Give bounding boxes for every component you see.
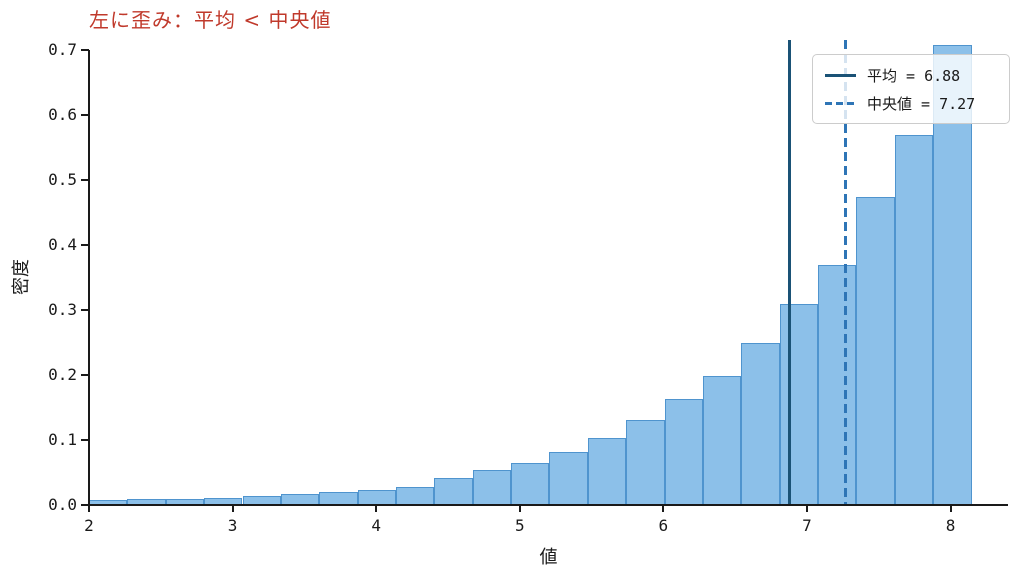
y-tick-label: 0.1 <box>48 429 77 449</box>
histogram-bar <box>280 493 320 505</box>
histogram-bar <box>204 497 243 505</box>
histogram-bar <box>127 499 166 505</box>
y-tick-label: 0.7 <box>48 39 77 59</box>
histogram-bar <box>319 492 358 505</box>
histogram-bar <box>511 463 550 505</box>
histogram-bar <box>165 498 205 505</box>
y-tick-label: 0.3 <box>48 299 77 319</box>
median-line <box>844 40 848 505</box>
x-tick <box>375 505 378 512</box>
median-line-swatch-icon <box>825 101 856 105</box>
histogram-bar <box>702 376 742 505</box>
histogram-bar <box>779 304 818 505</box>
histogram-bar <box>549 451 588 505</box>
x-tick-label: 2 <box>84 516 94 535</box>
x-tick <box>88 505 90 512</box>
x-tick <box>949 505 952 512</box>
histogram-bar <box>894 134 934 505</box>
x-tick <box>518 505 521 512</box>
histogram-bar <box>434 478 473 505</box>
legend-item-mean: 平均 = 6.88 <box>825 64 997 86</box>
legend: 平均 = 6.88 中央値 = 7.27 <box>812 54 1010 124</box>
x-tick-label: 7 <box>802 516 812 535</box>
y-tick <box>81 308 89 311</box>
y-tick <box>81 243 89 246</box>
legend-label-mean: 平均 = 6.88 <box>867 66 961 85</box>
histogram-bar <box>856 197 895 505</box>
y-tick <box>81 373 89 376</box>
histogram-bar <box>242 495 281 505</box>
chart-title: 左に歪み：平均 < 中央値 <box>89 8 332 32</box>
plot-area: 2 3 4 5 6 7 8 0.0 0.1 0.2 0.3 0.4 0.5 0.6 0.7 値 密度 平均… <box>11 40 1010 568</box>
histogram-bar <box>396 486 435 505</box>
y-axis-label: 密度 <box>11 259 32 295</box>
y-tick-label: 0.4 <box>48 234 77 254</box>
x-tick <box>231 505 234 512</box>
histogram-bar <box>587 438 627 505</box>
x-axis-label: 値 <box>539 547 558 568</box>
x-tick-label: 6 <box>658 516 669 535</box>
histogram-bar <box>664 399 703 505</box>
mean-line-swatch-icon <box>825 73 856 77</box>
histogram-bar <box>357 490 396 505</box>
y-tick <box>81 438 89 441</box>
x-axis-spine <box>87 504 1008 506</box>
y-axis-spine <box>88 49 90 505</box>
x-tick <box>805 505 808 512</box>
histogram-bar <box>626 419 665 505</box>
legend-item-median: 中央値 = 7.27 <box>825 92 997 114</box>
x-tick <box>662 505 665 512</box>
histogram-bar <box>741 343 780 505</box>
y-tick <box>81 504 89 506</box>
histogram-bar <box>818 265 857 505</box>
y-tick <box>81 178 89 181</box>
x-tick-label: 3 <box>227 516 238 535</box>
histogram-bar <box>472 469 511 505</box>
y-tick-label: 0.5 <box>48 169 77 189</box>
x-tick-label: 5 <box>514 516 525 535</box>
x-tick-label: 4 <box>371 516 381 535</box>
y-tick-label: 0.2 <box>48 364 77 384</box>
y-tick-label: 0.6 <box>48 104 77 124</box>
y-tick <box>81 113 89 116</box>
legend-label-median: 中央値 = 7.27 <box>867 94 976 113</box>
y-tick-label: 0.0 <box>48 495 77 514</box>
mean-line <box>788 40 792 505</box>
y-tick <box>81 48 89 51</box>
x-tick-label: 8 <box>945 516 956 535</box>
